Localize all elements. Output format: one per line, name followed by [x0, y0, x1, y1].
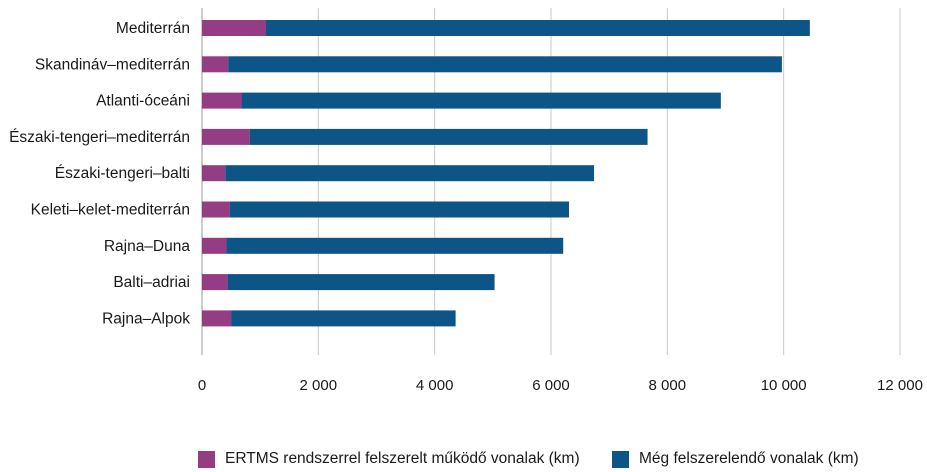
x-tick-label: 12 000	[877, 377, 923, 394]
bar-ertms	[202, 310, 232, 327]
chart: Mediterrán Skandináv–mediterrán Atlanti-óc…	[9, 8, 923, 394]
legend: ERTMS rendszerrel felszerelt működő vona…	[0, 450, 927, 472]
category-label: Balti–adriai	[113, 274, 190, 291]
x-tick-label: 6 000	[532, 377, 570, 394]
category-label: Keleti–kelet-mediterrán	[31, 202, 190, 219]
bar-remaining	[265, 20, 810, 36]
category-label: Skandináv–mediterrán	[35, 56, 190, 73]
bar-ertms	[202, 92, 242, 109]
bar-remaining	[241, 92, 721, 109]
category-label: Rajna–Duna	[104, 238, 191, 255]
bar-ertms	[202, 128, 250, 145]
bar-remaining	[249, 128, 648, 145]
category-label: Rajna–Alpok	[102, 310, 190, 327]
bar-ertms	[202, 165, 226, 182]
legend-label-ertms: ERTMS rendszerrel felszerelt működő vona…	[225, 450, 580, 467]
category-label: Északi-tengeri–balti	[55, 165, 190, 182]
x-tick-label: 2 000	[300, 377, 338, 394]
bar-remaining	[226, 237, 564, 254]
bars	[202, 20, 810, 327]
legend-swatch-ertms	[198, 450, 215, 468]
bar-remaining	[227, 274, 495, 291]
category-label: Mediterrán	[116, 20, 190, 37]
bar-ertms	[202, 201, 230, 218]
x-tick-label: 0	[198, 377, 206, 394]
bar-ertms	[202, 237, 227, 254]
legend-item-remaining: Még felszerelendő vonalak (km)	[612, 450, 859, 468]
legend-swatch-remaining	[612, 450, 629, 468]
category-label: Északi-tengeri–mediterrán	[9, 129, 190, 146]
bar-remaining	[225, 165, 595, 182]
x-axis: 0 2 000 4 000 6 000 8 000 10 000 12 000	[198, 377, 923, 394]
legend-label-remaining: Még felszerelendő vonalak (km)	[639, 450, 859, 467]
bar-remaining	[231, 310, 456, 327]
x-tick-label: 8 000	[649, 377, 687, 394]
x-tick-label: 10 000	[761, 377, 807, 394]
legend-item-ertms: ERTMS rendszerrel felszerelt működő vona…	[198, 450, 580, 468]
category-label: Atlanti-óceáni	[96, 93, 190, 110]
category-labels: Mediterrán Skandináv–mediterrán Atlanti-óc…	[9, 20, 190, 327]
bar-remaining	[229, 201, 570, 218]
bar-remaining	[228, 56, 782, 73]
x-tick-label: 4 000	[416, 377, 454, 394]
bar-ertms	[202, 274, 228, 291]
bar-ertms	[202, 20, 266, 36]
bar-ertms	[202, 56, 229, 73]
